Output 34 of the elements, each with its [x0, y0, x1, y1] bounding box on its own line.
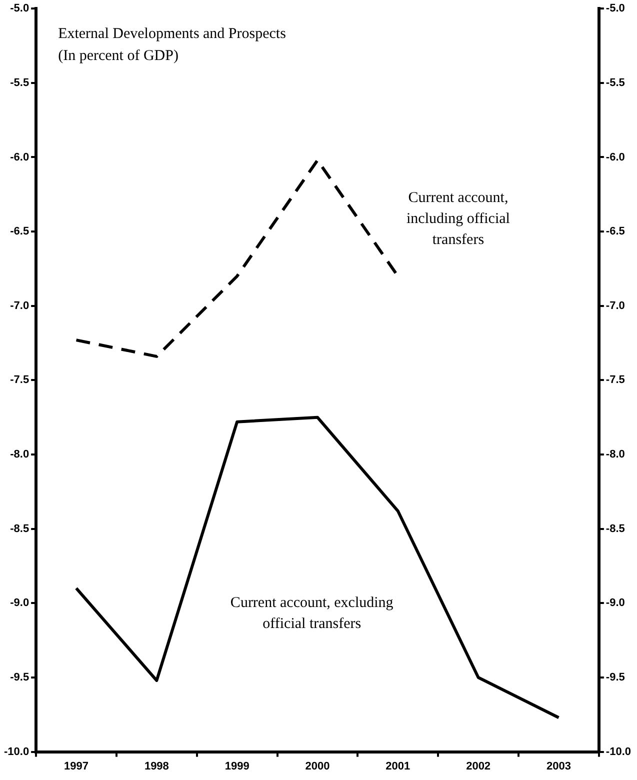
text: (In percent of GDP): [58, 48, 178, 64]
y-tick-label: -7.0: [10, 300, 30, 312]
x-tick-label: 2000: [305, 760, 330, 772]
y2-tick-label: -6.0: [606, 151, 625, 164]
y-tick-label: -6.0: [10, 151, 30, 164]
y2-tick-label: -10.0: [606, 746, 632, 758]
x-tick-label: 1998: [144, 760, 169, 772]
series-label: Current account, including official transfers: [406, 190, 510, 248]
y-tick-label: -8.5: [10, 522, 30, 535]
y2-tick-label: -6.5: [606, 226, 625, 238]
y2-tick-label: -9.0: [606, 597, 625, 610]
line-series: [74, 158, 400, 358]
y-tick-label: -5.0: [10, 2, 30, 15]
x-tick-label: 1999: [224, 760, 250, 772]
y-tick-label: -5.5: [10, 76, 30, 89]
y2-tick-label: -5.0: [606, 2, 625, 15]
y2-tick-label: -9.5: [606, 672, 625, 684]
text: External Developments and Prospects: [58, 26, 286, 42]
x-tick-label: 2003: [546, 760, 571, 772]
y-tick-label: -6.5: [10, 226, 30, 238]
y-tick-label: -10.0: [4, 746, 30, 758]
y2-tick-label: -7.0: [606, 300, 625, 312]
y2-tick-label: -5.5: [606, 76, 625, 89]
x-tick-label: 1997: [64, 760, 89, 772]
x-tick-label: 2002: [466, 760, 491, 772]
y-tick-label: -9.5: [10, 672, 30, 684]
y2-tick-label: -8.0: [606, 448, 625, 461]
y-tick-label: -7.5: [10, 374, 30, 386]
x-tick-label: 2001: [386, 760, 410, 772]
y2-tick-label: -8.5: [606, 522, 625, 535]
y2-tick-label: -7.5: [606, 374, 625, 386]
text: Current account, excluding official transfers: [230, 595, 394, 632]
y-tick-label: -8.0: [10, 448, 30, 461]
y-tick-label: -9.0: [10, 597, 30, 610]
